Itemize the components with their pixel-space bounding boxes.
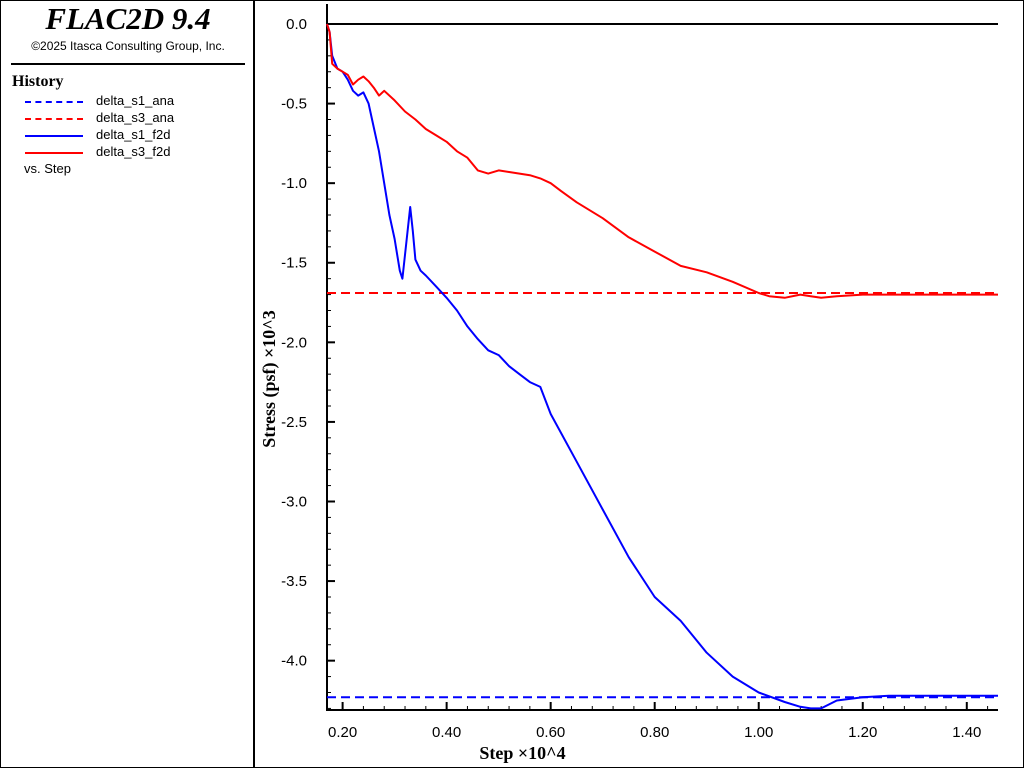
- legend-swatch: [25, 101, 83, 103]
- x-tick-label: 1.20: [848, 724, 877, 741]
- legend-label: delta_s3_f2d: [96, 144, 171, 159]
- x-tick-label: 0.60: [536, 724, 565, 741]
- y-tick-label: -2.5: [281, 414, 307, 431]
- y-tick-label: -3.0: [281, 493, 307, 510]
- legend-label: delta_s3_ana: [96, 110, 175, 125]
- legend-swatch: [25, 152, 83, 154]
- legend-label: delta_s1_f2d: [96, 127, 171, 142]
- legend-panel: FLAC2D 9.4 ©2025 Itasca Consulting Group…: [1, 1, 255, 767]
- chart-axes: 0.0 -0.5 -1.0 -1.5 -2.0 -2.5 -3.0 -3.5 -4.0 0.20 0…: [281, 4, 998, 741]
- title-divider: [11, 63, 245, 65]
- x-tick-label: 1.40: [952, 724, 981, 741]
- x-tick-label: 1.00: [744, 724, 773, 741]
- y-tick-label: -2.0: [281, 334, 307, 351]
- x-tick-label: 0.40: [432, 724, 461, 741]
- y-tick-label: -0.5: [281, 96, 307, 113]
- legend-swatch: [25, 118, 83, 120]
- x-axis-title: Step ×10^4: [479, 743, 565, 763]
- history-title: History: [12, 73, 64, 90]
- chart-series: [326, 23, 998, 710]
- copyright-text: ©2025 Itasca Consulting Group, Inc.: [31, 39, 225, 53]
- legend-label: delta_s1_ana: [96, 93, 175, 108]
- y-tick-label: 0.0: [286, 16, 307, 33]
- y-tick-label: -1.5: [281, 255, 307, 272]
- y-tick-label: -1.0: [281, 175, 307, 192]
- app-title: FLAC2D 9.4: [45, 1, 211, 36]
- legend-swatch: [25, 135, 83, 137]
- y-tick-label: -4.0: [281, 653, 307, 670]
- series-delta-s1-f2d: [326, 23, 998, 710]
- series-delta-s3-f2d: [326, 23, 998, 299]
- vs-step-label: vs. Step: [24, 161, 71, 176]
- y-tick-label: -3.5: [281, 573, 307, 590]
- x-tick-label: 0.80: [640, 724, 669, 741]
- x-tick-label: 0.20: [328, 724, 357, 741]
- y-axis-title: Stress (psf) ×10^3: [259, 310, 280, 447]
